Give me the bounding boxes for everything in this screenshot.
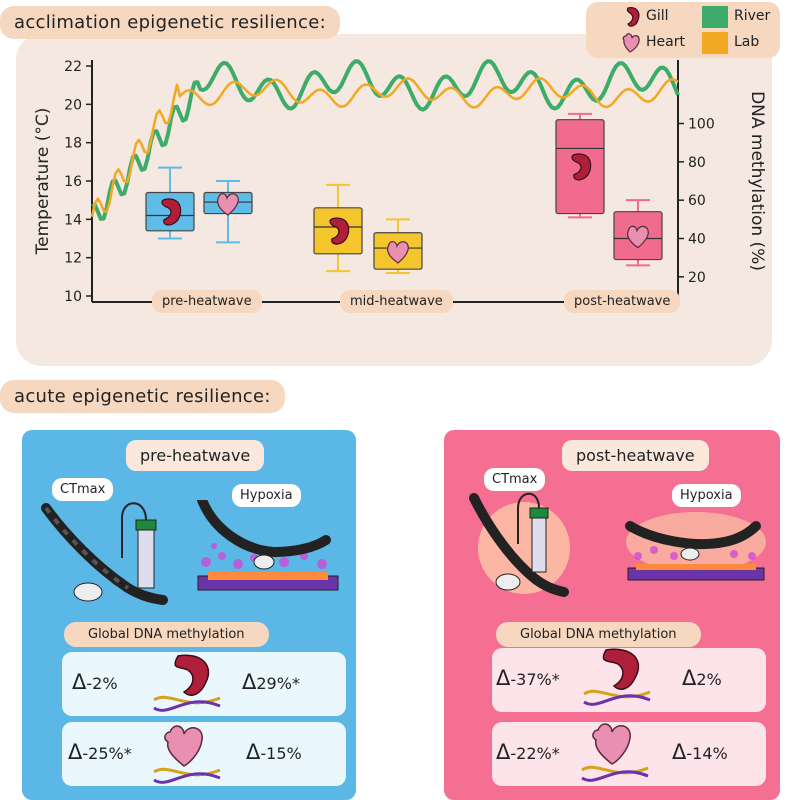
post-gill-hypoxia-value: 2%: [696, 670, 722, 689]
left-tick-label: 10: [64, 289, 82, 305]
heart-icon: [620, 30, 644, 58]
gill-icon: [571, 153, 592, 181]
post-gill-dna-icon: [583, 648, 651, 706]
pre-heart-ctmax-value: -25%*: [82, 744, 132, 763]
river-line: [91, 59, 680, 221]
gill-icon: [329, 217, 350, 245]
post-gill-ctmax-delta: Δ-37%*: [496, 666, 560, 690]
post-heart-ctmax-value: -22%*: [510, 744, 560, 763]
post-heart-hypoxia-delta: Δ-14%: [672, 740, 728, 764]
right-tick-label: 40: [688, 232, 706, 248]
temperature-methylation-chart: 10 12 14 16 18 20 22 20 40 60 80 100 Temperature (°C…: [33, 59, 767, 305]
pre-heart-hypoxia-delta: Δ-15%: [246, 740, 302, 764]
box-post-heatwave-gill: [555, 119, 605, 215]
legend-river-label: River: [734, 8, 771, 24]
gill-icon: [161, 198, 182, 226]
right-tick-label: 80: [688, 155, 706, 171]
pre-hypoxia-fish-icon: [197, 500, 339, 591]
delta-symbol: Δ: [242, 670, 257, 694]
pre-gill-hypoxia-delta: Δ29%*: [242, 670, 300, 694]
right-tick-label: 100: [688, 117, 715, 133]
post-heatwave-title: post-heatwave: [562, 440, 709, 471]
delta-symbol: Δ: [72, 670, 87, 694]
legend: Gill Heart River Lab: [586, 2, 780, 58]
delta-symbol: Δ: [672, 740, 687, 764]
pre-heart-ctmax-delta: Δ-25%*: [68, 740, 132, 764]
pre-ctmax-fish-icon: [41, 502, 168, 605]
right-tick-label: 20: [688, 270, 706, 286]
post-hypoxia-label: Hypoxia: [672, 484, 741, 507]
pre-heart-dna-icon: [153, 725, 221, 784]
pre-heatwave-title: pre-heatwave: [126, 440, 265, 471]
post-ctmax-fish-icon: [469, 492, 570, 597]
heart-icon: [627, 225, 649, 249]
heart-icon: [387, 240, 409, 264]
right-tick-label: 60: [688, 193, 706, 209]
delta-symbol: Δ: [68, 740, 83, 764]
post-ctmax-label: CTmax: [484, 468, 546, 491]
lab-swatch: [702, 32, 728, 54]
legend-heart-label: Heart: [646, 34, 685, 50]
phase-label-pre: pre-heatwave: [152, 290, 262, 313]
gill-icon: [622, 6, 642, 32]
pre-gill-hypoxia-value: 29%*: [256, 674, 300, 693]
pre-hypoxia-label: Hypoxia: [232, 484, 301, 507]
lab-line: [90, 76, 679, 217]
y-axis-left-label: Temperature (°C): [33, 108, 53, 256]
heart-icon: [217, 193, 239, 216]
post-gdm-label: Global DNA methylation: [496, 622, 701, 647]
delta-symbol: Δ: [682, 666, 697, 690]
post-heart-hypoxia-value: -14%: [686, 744, 728, 763]
acclimation-title: acclimation epigenetic resilience:: [0, 6, 340, 39]
acute-title: acute epigenetic resilience:: [0, 380, 285, 413]
delta-symbol: Δ: [246, 740, 261, 764]
pre-gdm-label: Global DNA methylation: [64, 622, 269, 647]
box-mid-heatwave-gill: [313, 207, 363, 255]
post-heart-ctmax-delta: Δ-22%*: [496, 740, 560, 764]
pre-heart-hypoxia-value: -15%: [260, 744, 302, 763]
legend-gill-label: Gill: [646, 8, 669, 24]
post-gill-hypoxia-delta: Δ2%: [682, 666, 722, 690]
pre-gill-ctmax-value: -2%: [86, 674, 118, 693]
post-heart-dna-icon: [581, 723, 649, 782]
left-tick-label: 20: [64, 97, 82, 113]
delta-symbol: Δ: [496, 666, 511, 690]
left-tick-label: 16: [64, 174, 82, 190]
y-axis-right-label: DNA methylation (%): [747, 91, 767, 271]
phase-label-mid: mid-heatwave: [340, 290, 453, 313]
river-swatch: [702, 6, 728, 28]
post-gill-ctmax-value: -37%*: [510, 670, 560, 689]
phase-label-post: post-heatwave: [564, 290, 681, 313]
box-pre-heatwave-gill: [145, 191, 195, 232]
left-tick-label: 18: [64, 136, 82, 152]
delta-symbol: Δ: [496, 740, 511, 764]
left-tick-label: 14: [64, 212, 82, 228]
left-tick-label: 22: [64, 59, 82, 75]
pre-gill-dna-icon: [153, 654, 221, 712]
pre-ctmax-label: CTmax: [52, 478, 114, 501]
legend-lab-label: Lab: [734, 34, 760, 50]
post-hypoxia-fish-icon: [625, 512, 766, 581]
left-tick-label: 12: [64, 251, 82, 267]
pre-gill-ctmax-delta: Δ-2%: [72, 670, 118, 694]
